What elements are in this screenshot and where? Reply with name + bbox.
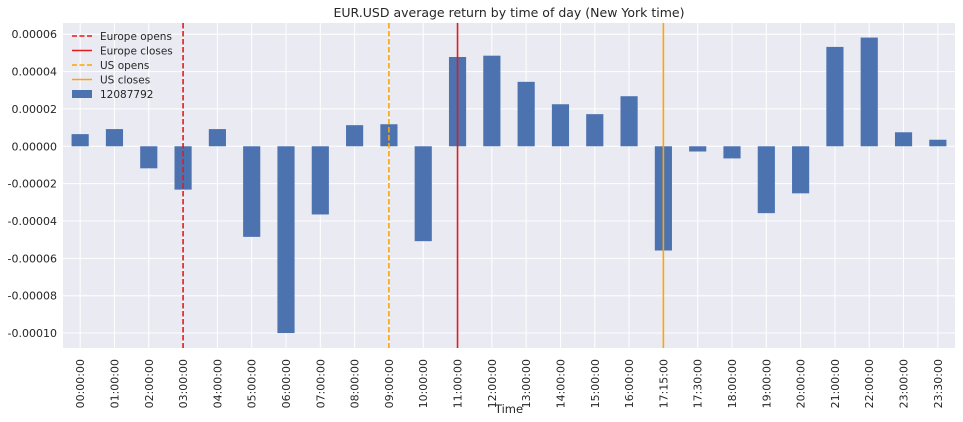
legend-label: Europe opens <box>100 31 172 43</box>
x-tick-label: 05:00:00 <box>246 359 259 408</box>
y-tick-label: 0.00004 <box>12 66 58 79</box>
x-tick-label: 14:00:00 <box>554 359 567 408</box>
legend-swatch <box>72 90 92 98</box>
grid <box>63 23 955 348</box>
bar <box>277 146 295 334</box>
x-tick-label: 19:00:00 <box>760 359 773 408</box>
x-tick-label: 15:00:00 <box>589 359 602 408</box>
x-tick-label: 03:00:00 <box>177 359 190 408</box>
x-tick-label: 17:30:00 <box>692 359 705 408</box>
bar <box>929 139 947 147</box>
y-tick-label: 0.00006 <box>12 28 58 41</box>
legend-label: Europe closes <box>100 46 173 58</box>
bar <box>71 134 89 147</box>
bar <box>140 146 158 169</box>
x-tick-label: 23:30:00 <box>932 359 945 408</box>
bar <box>311 146 329 215</box>
bar <box>620 96 638 147</box>
bar <box>414 146 432 242</box>
x-tick-label: 01:00:00 <box>108 359 121 408</box>
chart-title: EUR.USD average return by time of day (N… <box>334 5 685 20</box>
x-tick-label: 06:00:00 <box>280 359 293 408</box>
y-axis-ticks: -0.00010 -0.00008 -0.00006 -0.00004 -0.00002… <box>8 28 57 340</box>
bar <box>105 129 124 147</box>
bar <box>757 146 775 214</box>
y-tick-label: 0.00002 <box>12 103 58 116</box>
x-tick-label: 12:00:00 <box>486 359 499 408</box>
x-tick-label: 18:00:00 <box>726 359 739 408</box>
x-tick-label: 21:00:00 <box>829 359 842 408</box>
x-tick-label: 10:00:00 <box>417 359 430 408</box>
bar <box>517 81 535 147</box>
legend-label: 12087792 <box>100 89 153 101</box>
y-tick-label: 0.00000 <box>12 140 58 153</box>
x-axis-ticks: 00:00:00 01:00:00 02:00:00 03:00:00 04:00:00… <box>74 359 945 408</box>
bar <box>483 55 501 147</box>
legend-label: US closes <box>100 75 150 87</box>
legend-label: US opens <box>100 60 149 72</box>
bar <box>894 132 913 147</box>
x-tick-label: 13:00:00 <box>520 359 533 408</box>
x-tick-label: 11:00:00 <box>452 359 465 408</box>
x-tick-label: 00:00:00 <box>74 359 87 408</box>
x-tick-label: 09:00:00 <box>383 359 396 408</box>
x-tick-label: 22:00:00 <box>863 359 876 408</box>
bar <box>586 114 604 147</box>
y-tick-label: -0.00008 <box>8 290 57 303</box>
y-tick-label: -0.00010 <box>8 327 57 340</box>
x-axis-label: Time <box>494 402 523 416</box>
bar <box>243 146 261 237</box>
bar <box>346 125 364 147</box>
bars <box>71 37 947 334</box>
bar <box>792 146 810 194</box>
x-tick-label: 23:00:00 <box>898 359 911 408</box>
x-tick-label: 04:00:00 <box>211 359 224 408</box>
y-tick-label: -0.00002 <box>8 178 57 191</box>
x-tick-label: 08:00:00 <box>349 359 362 408</box>
legend: Europe opens Europe closes US opens US clos… <box>72 31 173 101</box>
x-tick-label: 17:15:00 <box>657 359 670 408</box>
bar <box>208 129 226 147</box>
bar <box>723 146 741 159</box>
x-tick-label: 02:00:00 <box>143 359 156 408</box>
y-tick-label: -0.00006 <box>8 252 57 265</box>
y-tick-label: -0.00004 <box>8 215 57 228</box>
bar <box>860 37 878 147</box>
x-tick-label: 07:00:00 <box>314 359 327 408</box>
x-tick-label: 16:00:00 <box>623 359 636 408</box>
vertical-lines <box>182 23 665 348</box>
bar <box>689 146 707 152</box>
bar <box>826 46 844 147</box>
x-tick-label: 20:00:00 <box>795 359 808 408</box>
bar <box>551 104 570 147</box>
